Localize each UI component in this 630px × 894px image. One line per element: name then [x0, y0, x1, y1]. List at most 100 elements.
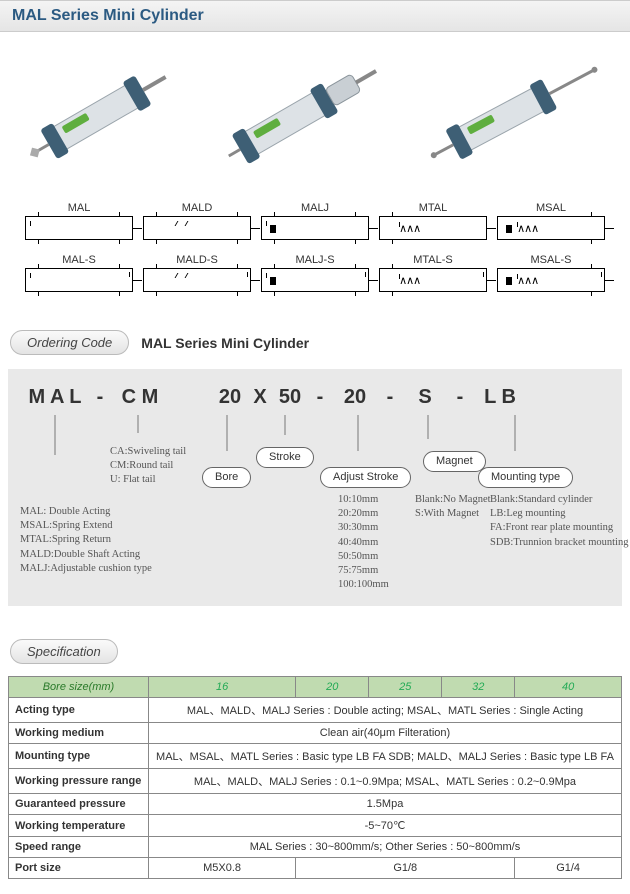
desc-mount-list: Blank:Standard cylinder LB:Leg mounting … [490, 493, 630, 550]
ordering-subtitle: MAL Series Mini Cylinder [141, 335, 309, 351]
spec-key: Speed range [9, 837, 149, 858]
seg-gap [170, 384, 210, 411]
desc-magnet-list: Blank:No Magnet S:With Magnet [415, 493, 491, 521]
seg-s: S [400, 384, 450, 411]
spec-val: M5X0.8 [148, 858, 295, 879]
spec-body: Acting typeMAL、MALD、MALJ Series : Double… [9, 698, 622, 879]
product-photo-row [0, 32, 630, 202]
cylinder-photo-2 [215, 47, 395, 177]
table-row: Mounting typeMAL、MSAL、MATL Series : Basi… [9, 744, 622, 769]
spec-table: Bore size(mm) 16 20 25 32 40 Acting type… [8, 676, 622, 879]
spec-key: Mounting type [9, 744, 149, 769]
spec-key: Working temperature [9, 815, 149, 837]
seg-dash: - [90, 384, 110, 411]
desc-line: LB:Leg mounting [490, 507, 630, 521]
seg-adjust: 20 [330, 384, 380, 411]
desc-line: CM:Round tail [110, 459, 186, 473]
desc-line: 30:30mm [338, 521, 389, 535]
desc-line: 10:10mm [338, 493, 389, 507]
ordering-code-line: M A L - C M 20 X 50 - 20 - S - L B [20, 384, 610, 411]
symbol-label: MSAL [497, 202, 605, 214]
table-row: Guaranteed pressure1.5Mpa [9, 794, 622, 815]
symbol-msal-s: MSAL-S ∧∧∧ [497, 254, 605, 292]
spec-val: MAL、MALD、MALJ Series : Double acting; MS… [148, 698, 621, 723]
spec-val: -5~70℃ [148, 815, 621, 837]
seg-dash3: - [380, 384, 400, 411]
desc-line: MTAL:Spring Return [20, 533, 152, 547]
seg-mal: M A L [20, 384, 90, 411]
symbol-label: MTAL-S [379, 254, 487, 266]
table-row: Working temperature-5~70℃ [9, 815, 622, 837]
spec-h3: 25 [369, 677, 442, 698]
spec-key: Acting type [9, 698, 149, 723]
ordering-desc: MAL: Double Acting MSAL:Spring Extend MT… [20, 493, 610, 588]
symbol-label: MSAL-S [497, 254, 605, 266]
seg-x: X [250, 384, 270, 411]
spec-key: Working pressure range [9, 769, 149, 794]
spec-val: MAL、MSAL、MATL Series : Basic type LB FA … [148, 744, 621, 769]
desc-line: 50:50mm [338, 550, 389, 564]
bubble-adjust: Adjust Stroke [320, 467, 411, 488]
symbol-label: MAL-S [25, 254, 133, 266]
desc-line: 100:100mm [338, 578, 389, 592]
symbol-label: MTAL [379, 202, 487, 214]
symbol-mald-s: MALD-S [143, 254, 251, 292]
spec-val: MAL Series : 30~800mm/s; Other Series : … [148, 837, 621, 858]
ordering-header: Ordering Code MAL Series Mini Cylinder [0, 322, 630, 363]
table-row: Port size M5X0.8 G1/8 G1/4 [9, 858, 622, 879]
symbol-label: MAL [25, 202, 133, 214]
desc-line: MALD:Double Shaft Acting [20, 548, 152, 562]
symbol-grid: MAL MALD MALJ MTAL ∧∧∧ MSAL ∧∧∧ MAL-S MA… [0, 202, 630, 322]
desc-line: FA:Front rear plate mounting [490, 521, 630, 535]
bubble-stroke: Stroke [256, 447, 314, 468]
symbol-label: MALJ-S [261, 254, 369, 266]
seg-stroke: 50 [270, 384, 310, 411]
table-row: Working mediumClean air(40μm Filteration… [9, 723, 622, 744]
symbol-mtal: MTAL ∧∧∧ [379, 202, 487, 240]
desc-line: S:With Magnet [415, 507, 491, 521]
spec-val: 1.5Mpa [148, 794, 621, 815]
desc-line: SDB:Trunnion bracket mounting [490, 536, 630, 550]
symbol-label: MALJ [261, 202, 369, 214]
bubble-magnet: Magnet [423, 451, 486, 472]
spec-pill: Specification [10, 639, 118, 664]
seg-dash2: - [310, 384, 330, 411]
desc-line: 20:20mm [338, 507, 389, 521]
desc-line: MALJ:Adjustable cushion type [20, 562, 152, 576]
desc-line: Blank:No Magnet [415, 493, 491, 507]
table-row: Acting typeMAL、MALD、MALJ Series : Double… [9, 698, 622, 723]
page-title: MAL Series Mini Cylinder [0, 0, 630, 32]
spec-h1: 16 [148, 677, 295, 698]
spec-h2: 20 [296, 677, 369, 698]
cylinder-photo-1 [15, 47, 195, 177]
desc-adjust-list: 10:10mm 20:20mm 30:30mm 40:40mm 50:50mm … [338, 493, 389, 592]
seg-bore: 20 [210, 384, 250, 411]
spec-val: G1/8 [296, 858, 515, 879]
symbol-msal: MSAL ∧∧∧ [497, 202, 605, 240]
desc-line: 40:40mm [338, 536, 389, 550]
ordering-bubbles: Bore Stroke Adjust Stroke Magnet Mountin… [20, 455, 610, 493]
ordering-pill: Ordering Code [10, 330, 129, 355]
cylinder-photo-3 [415, 47, 615, 177]
desc-line: Blank:Standard cylinder [490, 493, 630, 507]
spec-header-row: Bore size(mm) 16 20 25 32 40 [9, 677, 622, 698]
seg-dash4: - [450, 384, 470, 411]
seg-cm: C M [110, 384, 170, 411]
desc-line: U: Flat tail [110, 473, 186, 487]
table-row: Speed rangeMAL Series : 30~800mm/s; Othe… [9, 837, 622, 858]
ordering-code-block: M A L - C M 20 X 50 - 20 - S - L B Bore … [8, 369, 622, 606]
bubble-bore: Bore [202, 467, 251, 488]
symbol-mal-s: MAL-S [25, 254, 133, 292]
bubble-mount: Mounting type [478, 467, 573, 488]
symbol-malj-s: MALJ-S [261, 254, 369, 292]
spec-key: Working medium [9, 723, 149, 744]
symbol-label: MALD-S [143, 254, 251, 266]
symbol-mal: MAL [25, 202, 133, 240]
spec-val: G1/4 [515, 858, 622, 879]
symbol-malj: MALJ [261, 202, 369, 240]
desc-line: MAL: Double Acting [20, 505, 152, 519]
spec-key: Guaranteed pressure [9, 794, 149, 815]
symbol-mtal-s: MTAL-S ∧∧∧ [379, 254, 487, 292]
spec-key: Port size [9, 858, 149, 879]
symbol-mald: MALD [143, 202, 251, 240]
